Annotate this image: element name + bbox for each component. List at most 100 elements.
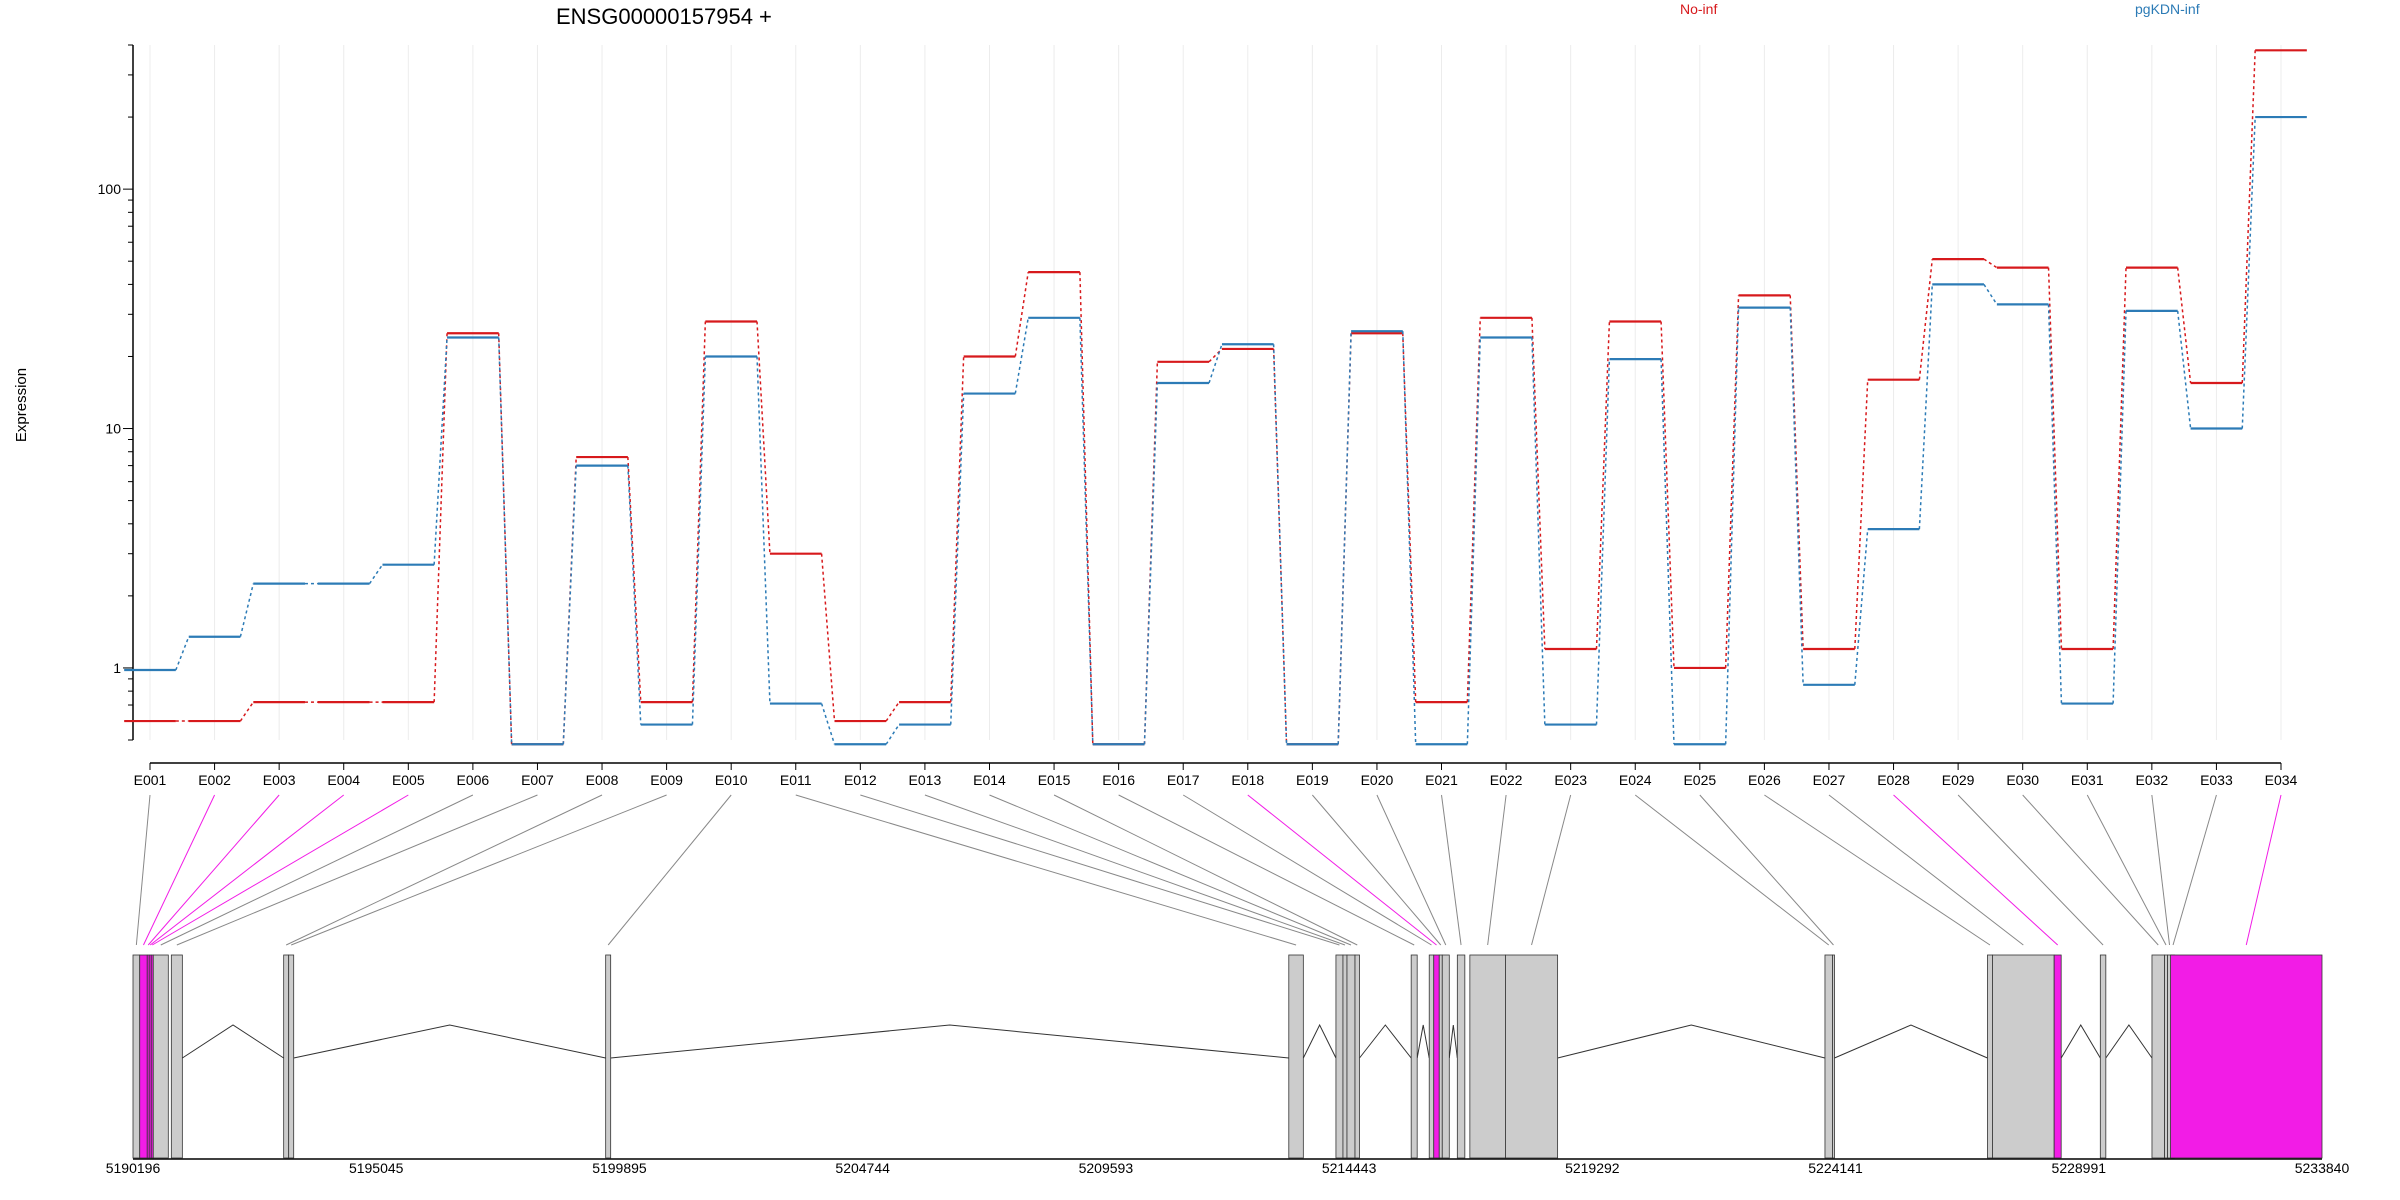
x-tick-label-e008: E008 (586, 772, 619, 788)
exon-e013 (1342, 954, 1348, 1159)
x-tick-label-e016: E016 (1102, 772, 1135, 788)
connector-e007 (176, 794, 538, 946)
connector-pgkdn-inf-e033 (2241, 117, 2256, 429)
genomic-tick-label-5190196: 5190196 (106, 1160, 161, 1176)
x-axis-ticks: E001 E002 E003 E004 E005 E006 E007 E008 E009 E010… (134, 763, 2298, 788)
intron-line (1416, 1024, 1430, 1059)
connector-no-inf-e006 (497, 333, 513, 745)
x-tick-label-e033: E033 (2200, 772, 2233, 788)
genomic-tick-label-5199895: 5199895 (592, 1160, 647, 1176)
genomic-tick-label-5214443: 5214443 (1322, 1160, 1377, 1176)
connector-e015 (1053, 794, 1358, 946)
intron-line (182, 1024, 284, 1059)
connector-pgkdn-inf-e032 (2176, 310, 2192, 429)
connector-no-inf-e028 (1918, 259, 1934, 380)
series (124, 49, 2307, 746)
connector-no-inf-e008 (627, 457, 642, 703)
connector-pgkdn-inf-e001 (175, 636, 190, 671)
connector-no-inf-e015 (1079, 272, 1094, 745)
x-tick-label-e023: E023 (1554, 772, 1587, 788)
legend-entry-no-inf: No-inf (1680, 1, 1717, 17)
connector-pgkdn-inf-e017 (1208, 343, 1223, 384)
connector-pgkdn-inf-e006 (497, 337, 513, 745)
connector-e006 (160, 794, 474, 946)
connector-pgkdn-inf-e007 (562, 465, 577, 745)
connector-no-inf-e010 (756, 321, 771, 554)
connector-pgkdn-inf-e010 (756, 356, 771, 704)
x-tick-label-e015: E015 (1038, 772, 1071, 788)
exon-e022 (1469, 954, 1506, 1159)
exon-e026 (1987, 954, 1993, 1159)
x-tick-label-e026: E026 (1748, 772, 1781, 788)
x-tick-label-e020: E020 (1361, 772, 1394, 788)
connector-e029 (1957, 794, 2104, 946)
connector-e019 (1311, 794, 1442, 946)
connector-pgkdn-inf-e026 (1789, 307, 1804, 685)
exon-e030 (2151, 954, 2165, 1159)
connector-pgkdn-inf-e029 (1983, 283, 1998, 305)
connector-no-inf-e013 (949, 356, 965, 703)
exon-e012 (1335, 954, 1344, 1159)
connector-e008 (285, 794, 603, 946)
connector-pgkdn-inf-e013 (949, 393, 965, 725)
connector-no-inf-e023 (1595, 321, 1611, 650)
x-tick-label-e028: E028 (1877, 772, 1910, 788)
x-tick-label-e006: E006 (457, 772, 490, 788)
exon-e034 (2170, 954, 2323, 1159)
genomic-tick-label-5228991: 5228991 (2052, 1160, 2107, 1176)
genomic-tick-label-5224141: 5224141 (1808, 1160, 1863, 1176)
x-tick-label-e011: E011 (780, 772, 812, 788)
intron-line (1302, 1023, 1337, 1059)
connector-e025 (1699, 794, 1834, 946)
connector-e011 (795, 794, 1297, 946)
x-tick-label-e021: E021 (1425, 772, 1458, 788)
connector-e032 (2151, 794, 2171, 946)
exon-e009 (288, 954, 295, 1159)
connector-pgkdn-inf-e021 (1466, 337, 1482, 745)
intron-line (1834, 1024, 1988, 1059)
connector-e010 (607, 794, 732, 946)
exon-e015 (1354, 954, 1360, 1159)
connector-no-inf-e025 (1724, 295, 1740, 668)
connector-pgkdn-inf-e004 (368, 564, 384, 585)
exon-e010 (605, 954, 612, 1159)
exon-e002 (139, 954, 148, 1159)
grid (149, 45, 2282, 740)
exon-e025 (1832, 954, 1835, 1159)
connector-no-inf-e009 (691, 321, 707, 703)
connector-e022 (1487, 794, 1507, 946)
connector-no-inf-e022 (1531, 317, 1546, 650)
y-tick-label-10: 10 (105, 421, 121, 437)
exon-e014 (1346, 954, 1356, 1159)
connector-pgkdn-inf-e027 (1854, 529, 1869, 685)
intron-line (1359, 1024, 1412, 1059)
x-tick-label-e001: E001 (134, 772, 167, 788)
connector-e014 (989, 794, 1352, 946)
intron-line (2105, 1024, 2153, 1059)
x-tick-label-e009: E009 (650, 772, 683, 788)
connector-pgkdn-inf-e020 (1402, 331, 1417, 745)
y-tick-label-100: 100 (98, 181, 122, 197)
connector-no-inf-e012 (885, 701, 900, 722)
exon-e020 (1441, 954, 1450, 1159)
connector-no-inf-e031 (2112, 267, 2127, 650)
x-tick-label-e018: E018 (1231, 772, 1264, 788)
connector-no-inf-e002 (239, 701, 254, 722)
connector-no-inf-e024 (1660, 321, 1675, 668)
connector-no-inf-e014 (1014, 272, 1029, 357)
x-tick-label-e010: E010 (715, 772, 748, 788)
connector-no-inf-e033 (2241, 50, 2256, 383)
genomic-tick-label-5195045: 5195045 (349, 1160, 404, 1176)
connector-e018 (1247, 794, 1437, 946)
x-tick-label-e013: E013 (909, 772, 942, 788)
x-tick-label-e032: E032 (2135, 772, 2168, 788)
connector-pgkdn-inf-e018 (1272, 344, 1288, 745)
intron-line (1557, 1024, 1826, 1059)
connector-pgkdn-inf-e016 (1143, 382, 1159, 745)
x-tick-label-e030: E030 (2006, 772, 2039, 788)
connector-pgkdn-inf-e019 (1337, 331, 1352, 745)
exon-e011 (1288, 954, 1304, 1159)
exon-e024 (1824, 954, 1833, 1159)
x-tick-label-e027: E027 (1813, 772, 1846, 788)
